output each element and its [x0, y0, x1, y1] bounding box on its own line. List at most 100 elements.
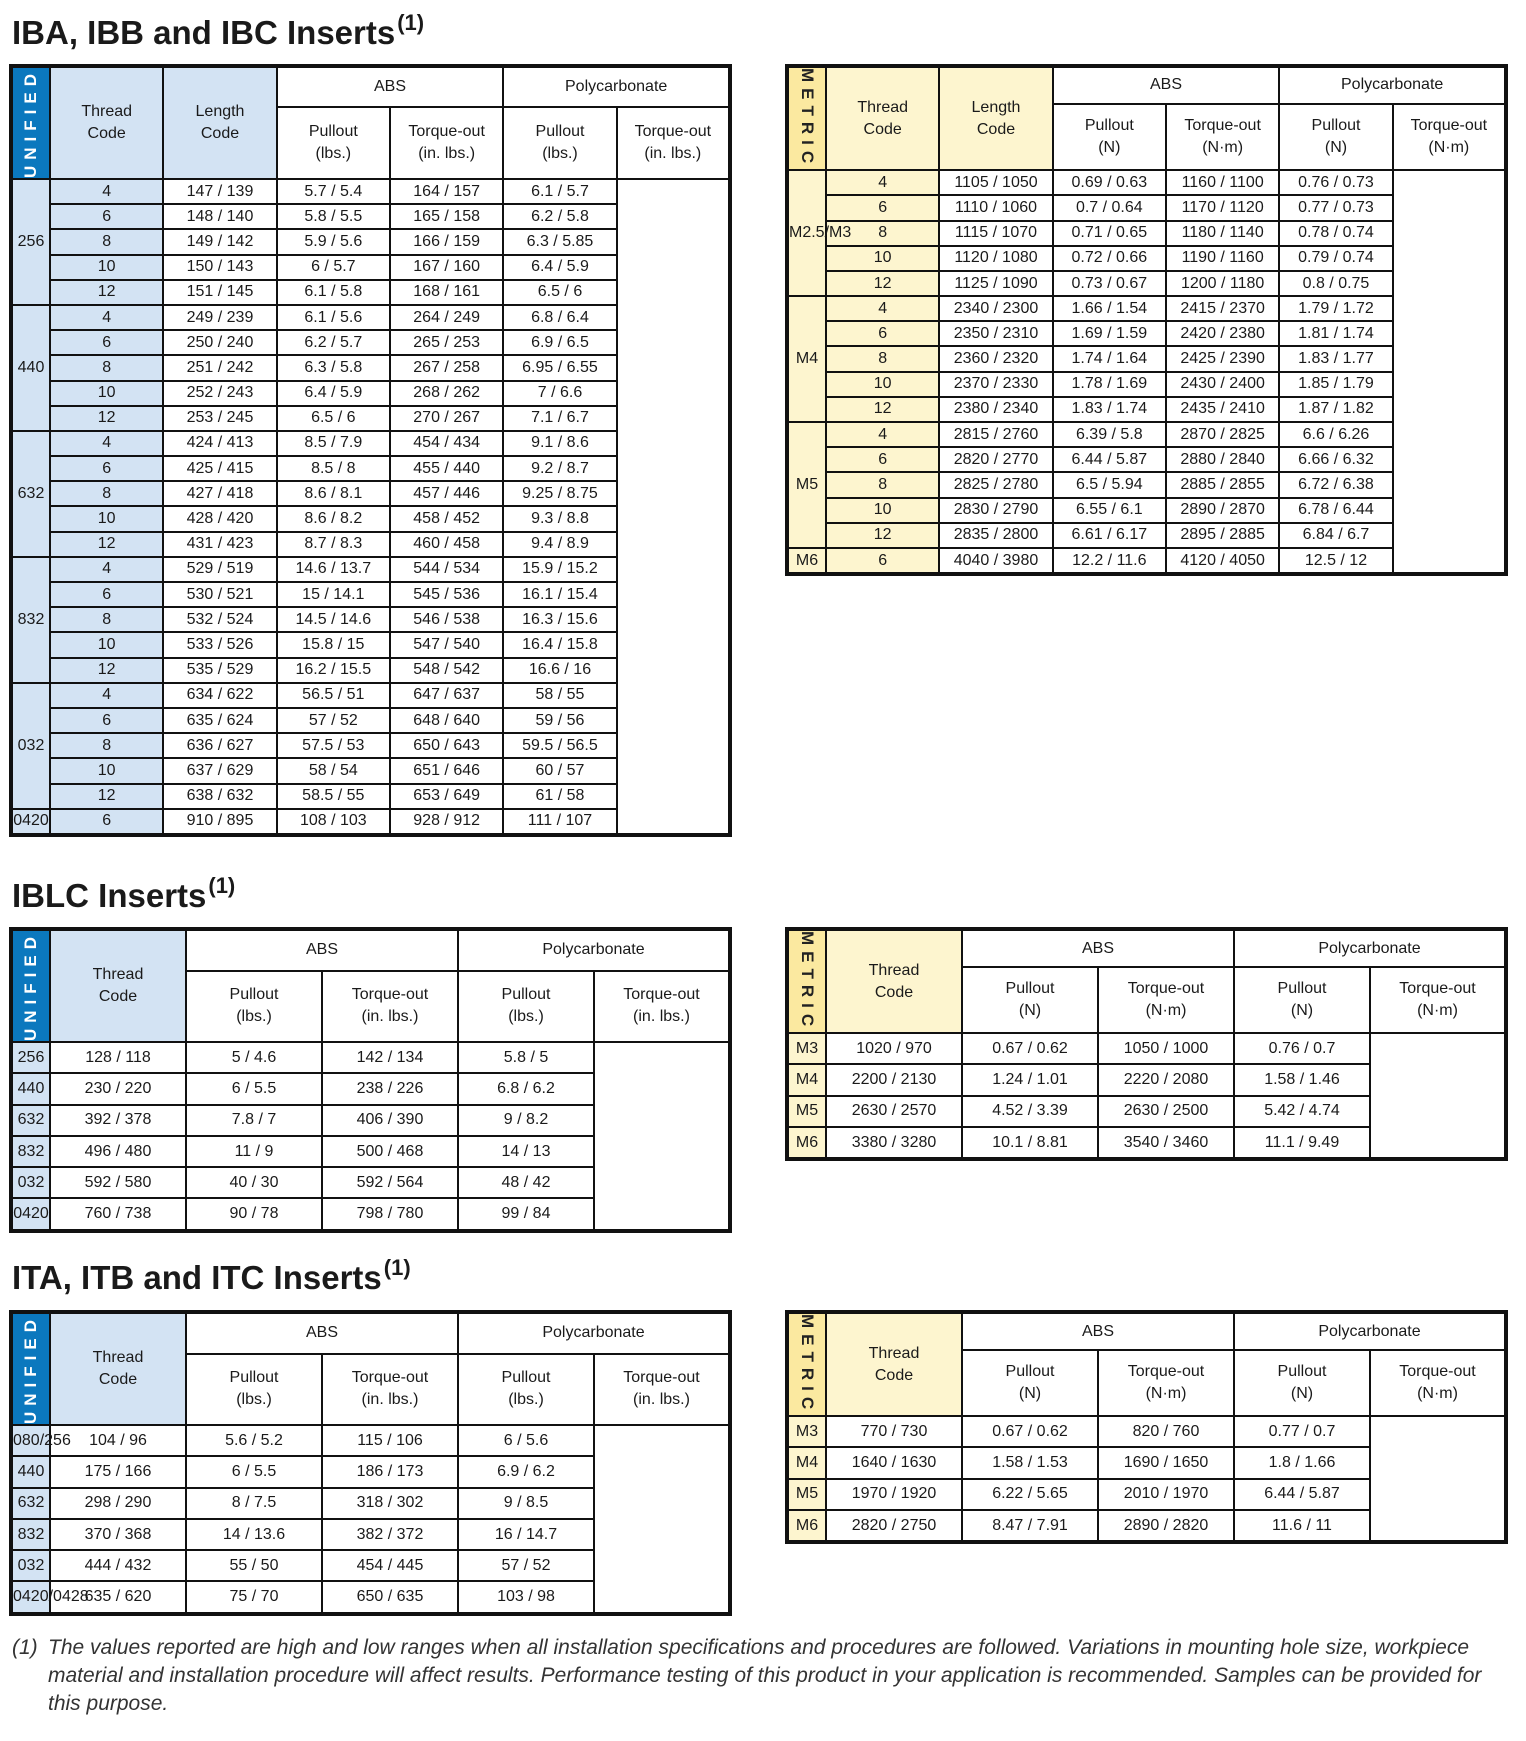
- column-header: Pullout (N): [961, 1349, 1099, 1418]
- length-code: 8: [824, 345, 941, 373]
- data-row: 8 251 / 242 6.3 / 5.8 267 / 258 6.95 / 6.55: [11, 354, 730, 382]
- value-cell: 249 / 239: [162, 303, 278, 332]
- value-cell: 4.52 / 3.39: [961, 1094, 1099, 1129]
- column-header: Torque-out (in. lbs.): [388, 105, 505, 181]
- value-cell: 6.39 / 5.8: [1051, 421, 1167, 449]
- value-cell: 298 / 290: [49, 1486, 187, 1520]
- value-cell: 760 / 738: [49, 1197, 187, 1232]
- data-row: 6 1110 / 1060 0.7 / 0.64 1170 / 1120 0.77 / …: [787, 194, 1506, 222]
- value-cell: 648 / 640: [388, 706, 505, 735]
- value-cell: 406 / 390: [321, 1103, 459, 1137]
- value-cell: 253 / 245: [162, 404, 278, 432]
- value-cell: 55 / 50: [185, 1549, 323, 1583]
- length-code: 10: [824, 244, 941, 272]
- value-cell: 15 / 14.1: [275, 580, 391, 609]
- data-row: 032 444 / 432 55 / 50 454 / 445 57 / 52: [10, 1549, 730, 1583]
- section-title-text: ITA, ITB and ITC Inserts: [12, 1259, 382, 1296]
- lead-header: Length Code: [938, 64, 1054, 172]
- length-code: 10: [824, 370, 941, 398]
- data-table: METRIC Thread Code Length Code ABS Polycarbo…: [785, 64, 1508, 577]
- data-row: 8 149 / 142 5.9 / 5.6 166 / 159 6.3 / 5.85: [11, 228, 730, 256]
- length-code: 4: [48, 555, 165, 584]
- side-label-text: UNIFIED: [21, 68, 40, 178]
- value-cell: 928 / 912: [388, 807, 505, 836]
- value-cell: 653 / 649: [388, 782, 505, 810]
- group-header: ABS: [961, 927, 1235, 969]
- data-row: M5 2630 / 2570 4.52 / 3.39 2630 / 2500 5.42 …: [786, 1094, 1506, 1129]
- length-code: 6: [824, 546, 941, 576]
- value-cell: 264 / 249: [388, 303, 505, 332]
- data-row: 832 370 / 368 14 / 13.6 382 / 372 16 / 14.7: [10, 1517, 730, 1552]
- value-cell: 2420 / 2380: [1164, 320, 1281, 348]
- value-cell: 2825 / 2780: [938, 471, 1054, 499]
- table-body: M3 1020 / 970 0.67 / 0.62 1050 / 1000 0.76 /…: [786, 1032, 1506, 1161]
- table-body: M3 770 / 730 0.67 / 0.62 820 / 760 0.77 / 0.…: [786, 1415, 1506, 1544]
- thread-code: 440: [10, 303, 51, 432]
- value-cell: 61 / 58: [502, 782, 618, 810]
- length-code: 6: [48, 580, 165, 609]
- value-cell: 142 / 134: [321, 1040, 459, 1075]
- value-cell: 318 / 302: [321, 1486, 459, 1520]
- value-cell: 1.83 / 1.74: [1051, 395, 1167, 424]
- thread-code: 832: [10, 1134, 51, 1169]
- value-cell: 148 / 140: [162, 203, 278, 231]
- length-code: 10: [48, 253, 165, 281]
- value-cell: 14 / 13: [457, 1134, 595, 1169]
- value-cell: 6.95 / 6.55: [502, 354, 618, 382]
- value-cell: 58 / 55: [502, 681, 618, 709]
- value-cell: 6.4 / 5.9: [275, 379, 391, 407]
- value-cell: 57.5 / 53: [275, 732, 391, 760]
- value-cell: 637 / 629: [162, 757, 278, 785]
- value-cell: 5.8 / 5: [457, 1040, 595, 1075]
- column: [617, 66, 730, 835]
- side-label: METRIC: [786, 64, 827, 172]
- data-row: 10 533 / 526 15.8 / 15 547 / 540 16.4 / 15.8: [11, 631, 730, 659]
- value-cell: 1.81 / 1.74: [1278, 320, 1394, 348]
- thread-code: 080/256: [10, 1423, 71, 1458]
- value-cell: 6.8 / 6.4: [502, 303, 618, 332]
- length-code: 8: [48, 732, 165, 760]
- value-cell: 6.3 / 5.8: [275, 354, 391, 382]
- side-label-text: UNIFIED: [21, 931, 40, 1041]
- value-cell: 8.47 / 7.91: [961, 1509, 1099, 1544]
- value-cell: 427 / 418: [162, 480, 278, 508]
- value-cell: 1.79 / 1.72: [1278, 295, 1394, 323]
- thread-code: M2.5/M3: [786, 169, 851, 298]
- value-cell: 425 / 415: [162, 455, 278, 483]
- value-cell: 58 / 54: [275, 757, 391, 785]
- value-cell: 431 / 423: [162, 530, 278, 558]
- data-row: 632 4 424 / 413 8.5 / 7.9 454 / 434 9.1 / 8.6: [10, 429, 730, 558]
- value-cell: 56.5 / 51: [275, 681, 391, 709]
- value-cell: 59.5 / 56.5: [502, 732, 618, 760]
- data-table: UNIFIED Thread Code ABS Polycarbonate Pullou…: [9, 927, 732, 1233]
- value-cell: 650 / 635: [321, 1580, 459, 1615]
- value-cell: 186 / 173: [321, 1455, 459, 1489]
- data-row: 8 636 / 627 57.5 / 53 650 / 643 59.5 / 56.5: [11, 732, 730, 760]
- value-cell: 0.7 / 0.64: [1051, 194, 1167, 222]
- value-cell: 0.67 / 0.62: [961, 1415, 1099, 1449]
- value-cell: 1.8 / 1.66: [1233, 1446, 1371, 1480]
- data-row: 12 431 / 423 8.7 / 8.3 460 / 458 9.4 / 8.9: [11, 530, 730, 558]
- table-body: 256 4 147 / 139 5.7 / 5.4 164 / 157 6.1 / 5.7…: [10, 177, 730, 836]
- header-row: UNIFIED Thread Code ABS Polycarbonate: [10, 1311, 731, 1426]
- value-cell: 6.8 / 6.2: [457, 1072, 595, 1106]
- data-row: M5 4 2815 / 2760 6.39 / 5.8 2870 / 2825 6.6 /…: [786, 421, 1506, 549]
- value-cell: 424 / 413: [162, 429, 278, 458]
- length-code: 10: [48, 505, 165, 533]
- header-row: Pullout (N) Torque-out (N·m) Pullout (N) To…: [787, 1349, 1507, 1418]
- data-row: 6 425 / 415 8.5 / 8 455 / 440 9.2 / 8.7: [11, 455, 730, 483]
- value-cell: 251 / 242: [162, 354, 278, 382]
- group-header: Polycarbonate: [502, 65, 731, 108]
- column-header: Torque-out (N·m): [1097, 966, 1235, 1035]
- value-cell: 111 / 107: [502, 807, 618, 836]
- value-cell: 108 / 103: [275, 807, 391, 836]
- length-code: 6: [48, 807, 165, 836]
- table-body: 256 128 / 118 5 / 4.6 142 / 134 5.8 / 5 440 23…: [10, 1040, 730, 1232]
- value-cell: 2425 / 2390: [1164, 345, 1281, 373]
- thread-code: 632: [10, 1103, 51, 1137]
- value-cell: 0.77 / 0.7: [1233, 1415, 1371, 1449]
- header-row: Pullout (N) Torque-out (N·m) Pullout (N) To…: [787, 102, 1508, 172]
- value-cell: 8.5 / 8: [275, 455, 391, 483]
- value-cell: 5.6 / 5.2: [185, 1423, 323, 1458]
- value-cell: 2430 / 2400: [1164, 370, 1281, 398]
